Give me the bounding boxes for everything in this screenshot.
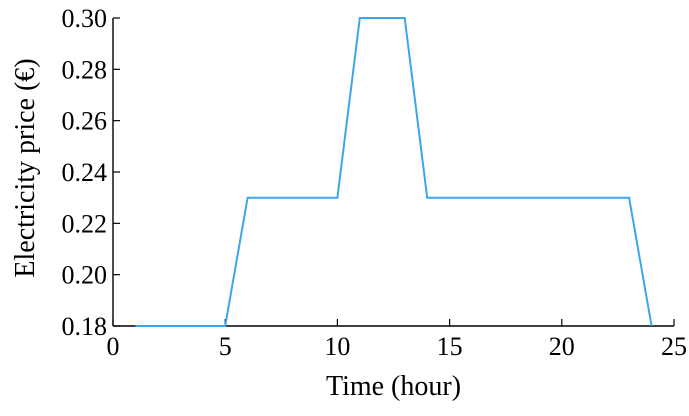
y-tick-label: 0.30 bbox=[62, 4, 108, 33]
x-tick-label: 10 bbox=[324, 332, 350, 361]
x-tick-label: 15 bbox=[437, 332, 463, 361]
price-series-points bbox=[135, 17, 652, 327]
x-axis-title: Time (hour) bbox=[326, 371, 461, 402]
y-tick-label: 0.22 bbox=[62, 209, 108, 238]
x-ticks: 0 5 10 15 20 25 bbox=[107, 319, 687, 361]
x-tick-label: 0 bbox=[107, 332, 120, 361]
y-tick-label: 0.24 bbox=[62, 158, 108, 187]
x-tick-label: 20 bbox=[549, 332, 575, 361]
y-tick-label: 0.28 bbox=[62, 55, 108, 84]
y-tick-label: 0.20 bbox=[62, 261, 108, 290]
y-axis-title: Electricity price (€) bbox=[10, 58, 41, 277]
y-tick-label: 0.26 bbox=[62, 107, 108, 136]
axes bbox=[112, 18, 674, 327]
price-series-line bbox=[135, 17, 653, 327]
y-ticks: 0.18 0.20 0.22 0.24 0.26 0.28 0.30 bbox=[62, 4, 120, 341]
x-tick-label: 5 bbox=[219, 332, 232, 361]
y-tick-label: 0.18 bbox=[62, 312, 108, 341]
x-tick-label: 25 bbox=[661, 332, 687, 361]
